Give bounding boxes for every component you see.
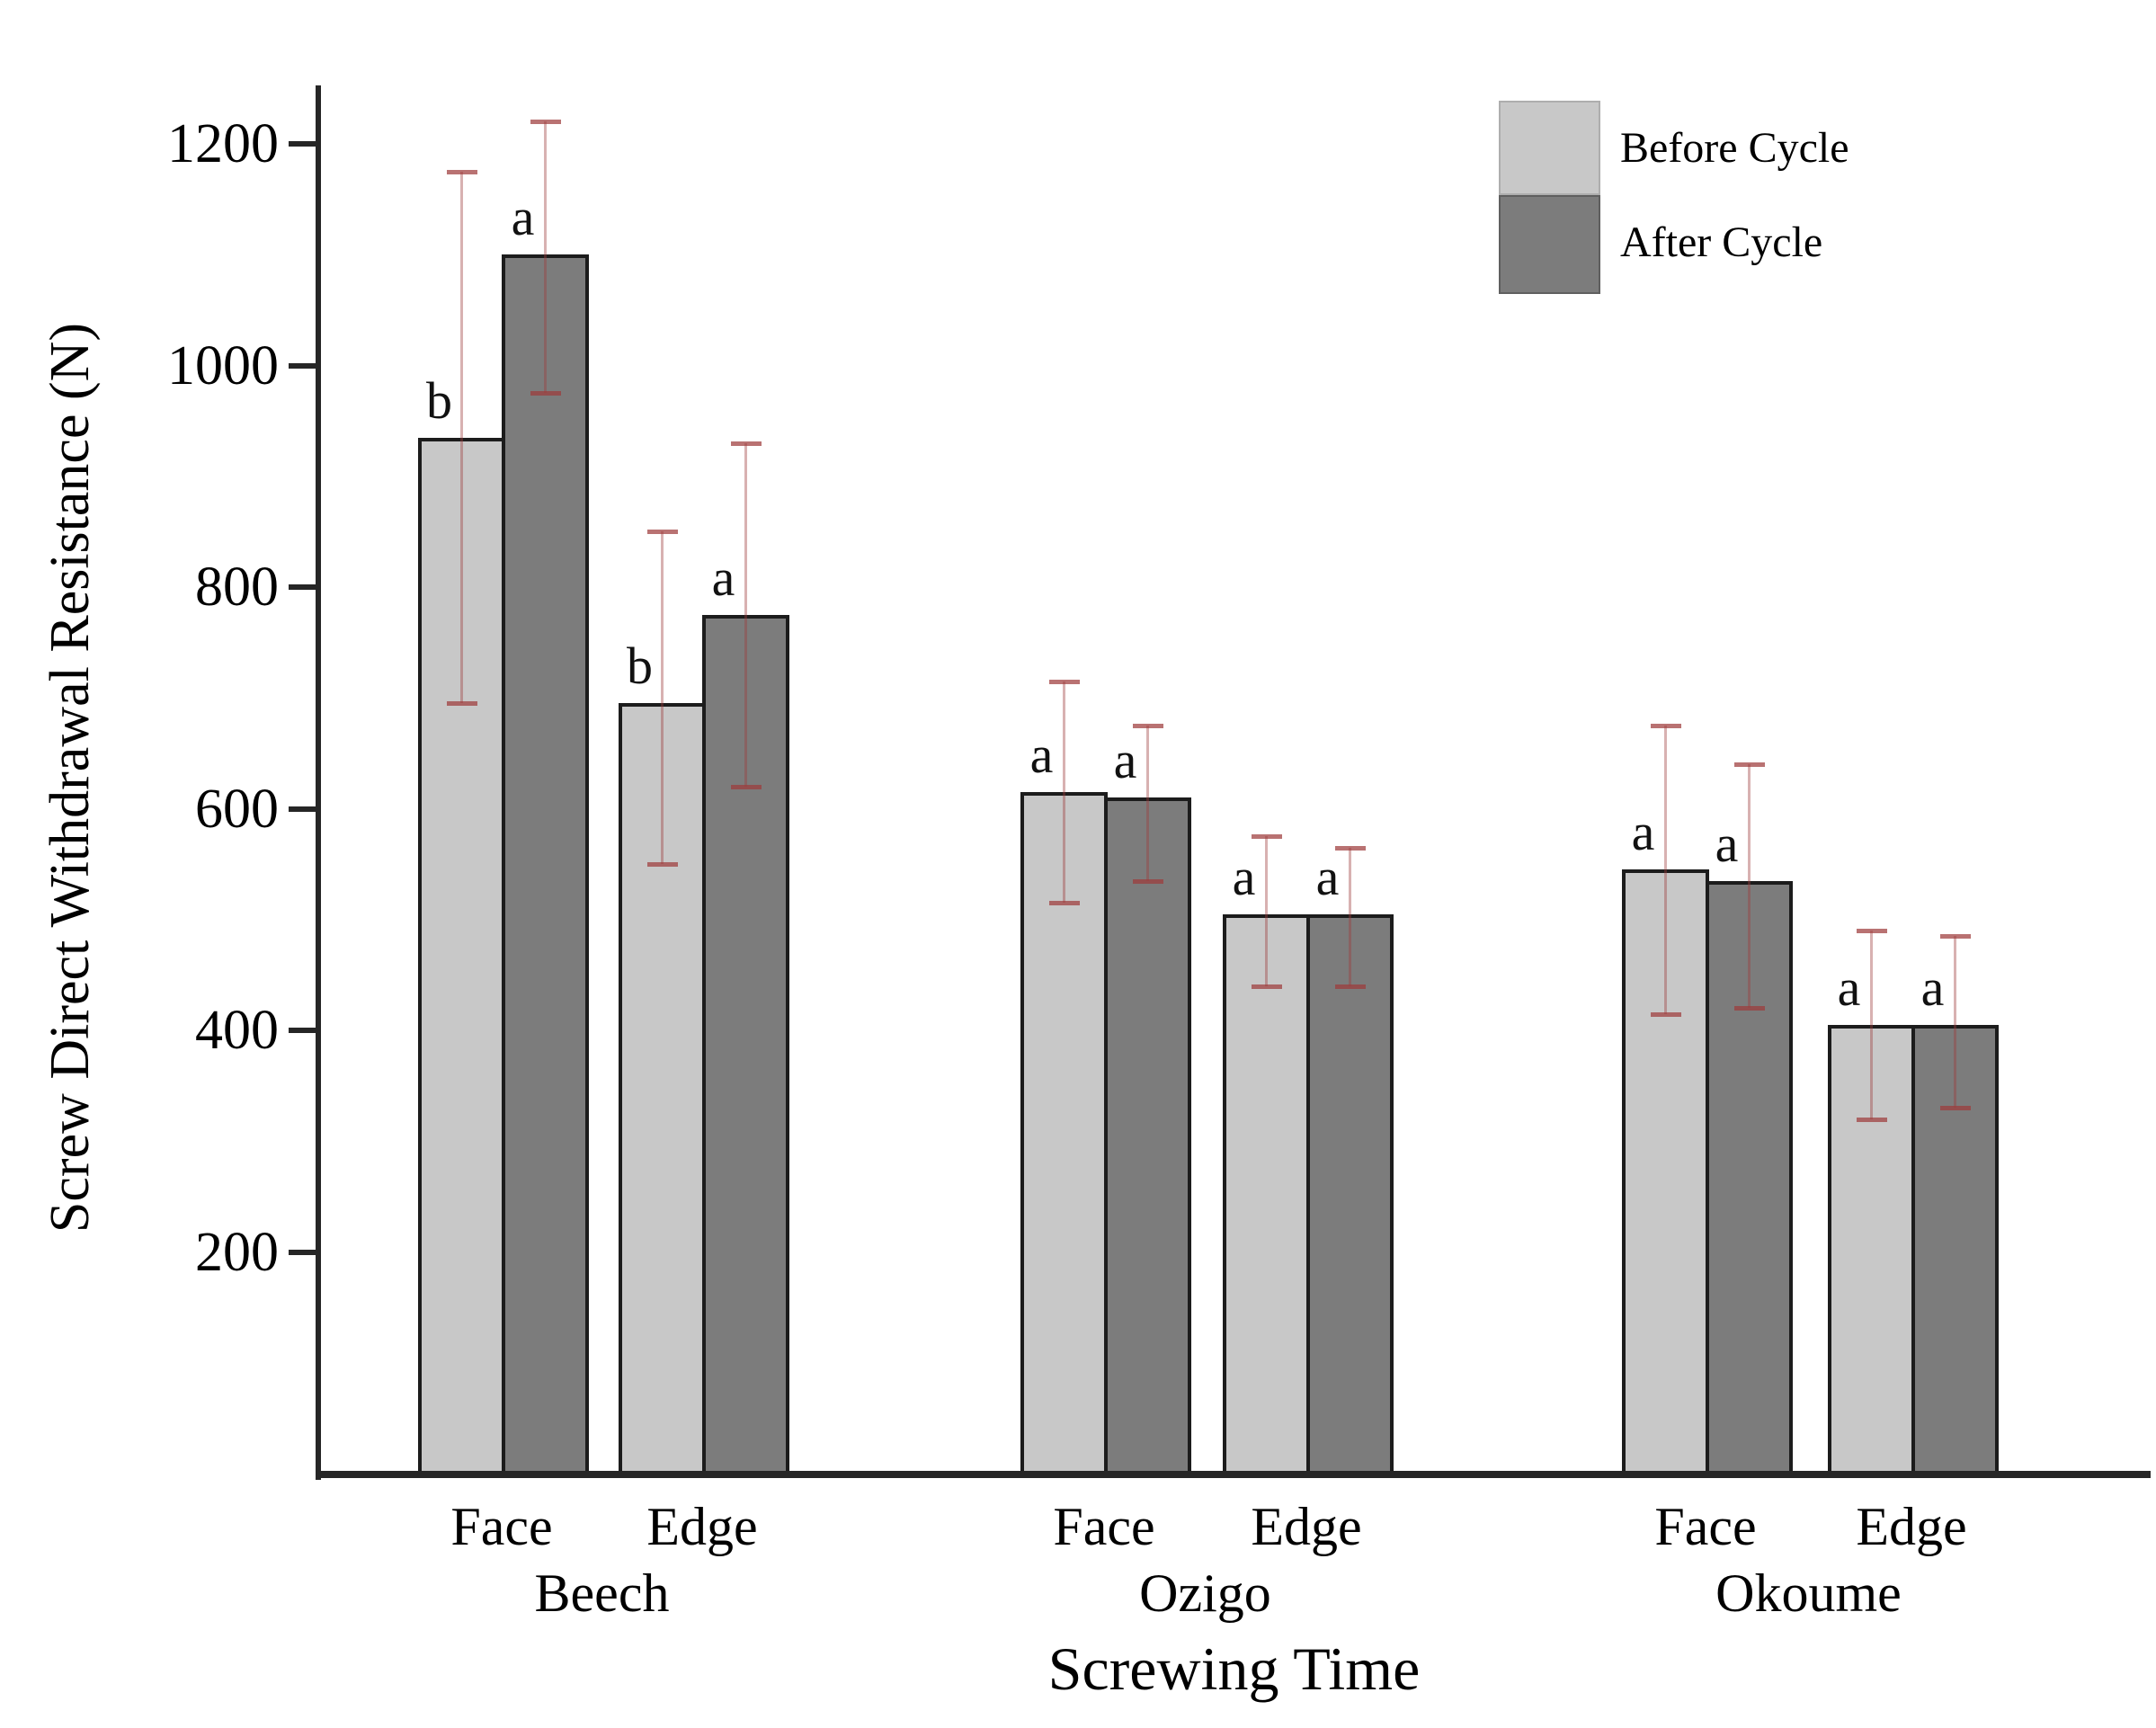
bar-okoume-edge-after [1911, 1024, 1999, 1477]
significance-letter: a [1029, 726, 1054, 784]
significance-letter: a [511, 188, 535, 247]
x-group-label-okoume: Okoume [1715, 1563, 1902, 1623]
y-tick-mark [289, 362, 316, 369]
error-bar-cap-top [646, 530, 678, 535]
x-label-face: Face [1654, 1497, 1757, 1556]
bar-ozigo-face-before [1020, 792, 1108, 1477]
error-bar-line [1664, 726, 1667, 1014]
y-axis-line [316, 85, 321, 1480]
error-bar-cap-top [730, 441, 762, 446]
error-bar-line [544, 121, 547, 394]
significance-letter: a [1715, 814, 1739, 873]
significance-letter: b [426, 370, 452, 430]
error-bar-cap-top [1048, 679, 1080, 684]
y-tick-mark [289, 1028, 316, 1033]
bar-beech-face-after [502, 254, 589, 1477]
significance-letter: b [627, 637, 653, 696]
error-bar-cap-top [1132, 724, 1163, 729]
error-bar-line [1063, 681, 1065, 904]
bar-ozigo-edge-before [1223, 913, 1310, 1477]
error-bar-cap-bottom [446, 701, 477, 707]
legend-swatch-before-cycle [1499, 101, 1600, 195]
error-bar-line [1748, 764, 1751, 1009]
legend-label-after-cycle: After Cycle [1620, 218, 1823, 266]
x-label-edge: Edge [1856, 1497, 1967, 1556]
error-bar-cap-top [530, 120, 561, 125]
x-group-label-beech: Beech [534, 1563, 670, 1623]
bar-beech-edge-after [702, 614, 789, 1477]
y-tick-label: 200 [195, 1221, 279, 1283]
error-bar-cap-bottom [1733, 1006, 1765, 1011]
y-tick-mark [289, 1249, 316, 1255]
x-axis-title: Screwing Time [1047, 1634, 1421, 1703]
y-tick-label: 1200 [167, 113, 279, 174]
significance-letter: a [1631, 803, 1655, 862]
y-axis-title: Screw Direct Withdrawal Resistance (N) [40, 322, 101, 1234]
significance-letter: a [1920, 958, 1945, 1017]
x-axis-line [316, 1471, 2151, 1478]
significance-letter: a [1113, 731, 1137, 790]
error-bar-line [1146, 726, 1149, 881]
significance-letter: a [1315, 847, 1340, 906]
error-bar-cap-bottom [1132, 878, 1163, 884]
error-bar-line [1870, 931, 1873, 1119]
x-group-label-ozigo: Ozigo [1139, 1563, 1271, 1623]
bar-ozigo-edge-after [1306, 913, 1394, 1477]
y-tick-label: 800 [195, 557, 279, 618]
error-bar-cap-top [1334, 845, 1366, 851]
error-bar-cap-top [1939, 934, 1971, 940]
error-bar-line [744, 442, 747, 787]
x-label-face: Face [450, 1497, 553, 1556]
y-tick-mark [289, 806, 316, 812]
legend-label-before-cycle: Before Cycle [1620, 124, 1849, 172]
error-bar-cap-top [1856, 929, 1887, 934]
error-bar-cap-top [1650, 724, 1681, 729]
bar-okoume-face-after [1706, 880, 1793, 1477]
bar-okoume-edge-before [1828, 1024, 1915, 1477]
y-tick-mark [289, 584, 316, 590]
y-tick-label: 600 [195, 778, 279, 840]
error-bar-cap-bottom [730, 784, 762, 789]
significance-letter: a [711, 548, 735, 607]
error-bar-cap-bottom [1856, 1117, 1887, 1122]
error-bar-cap-bottom [1048, 901, 1080, 906]
error-bar-line [661, 531, 664, 865]
error-bar-line [1265, 836, 1268, 986]
y-tick-label: 1000 [167, 334, 279, 396]
error-bar-cap-bottom [530, 391, 561, 396]
error-bar-cap-top [446, 169, 477, 174]
error-bar-cap-top [1733, 762, 1765, 768]
bar-ozigo-face-after [1104, 797, 1191, 1477]
y-tick-mark [289, 141, 316, 147]
error-bar-cap-bottom [1650, 1011, 1681, 1017]
error-bar-cap-bottom [646, 862, 678, 868]
significance-letter: a [1232, 847, 1256, 906]
error-bar-cap-bottom [1251, 984, 1282, 989]
error-bar-line [460, 171, 463, 704]
y-tick-label: 400 [195, 1000, 279, 1061]
x-label-edge: Edge [1251, 1497, 1362, 1556]
x-label-face: Face [1053, 1497, 1155, 1556]
error-bar-line [1954, 936, 1956, 1109]
legend-swatch-after-cycle [1499, 195, 1600, 294]
significance-letter: a [1837, 958, 1861, 1017]
error-bar-cap-top [1251, 834, 1282, 840]
error-bar-cap-bottom [1939, 1106, 1971, 1111]
error-bar-line [1349, 847, 1351, 986]
x-label-edge: Edge [646, 1497, 758, 1556]
error-bar-cap-bottom [1334, 984, 1366, 989]
